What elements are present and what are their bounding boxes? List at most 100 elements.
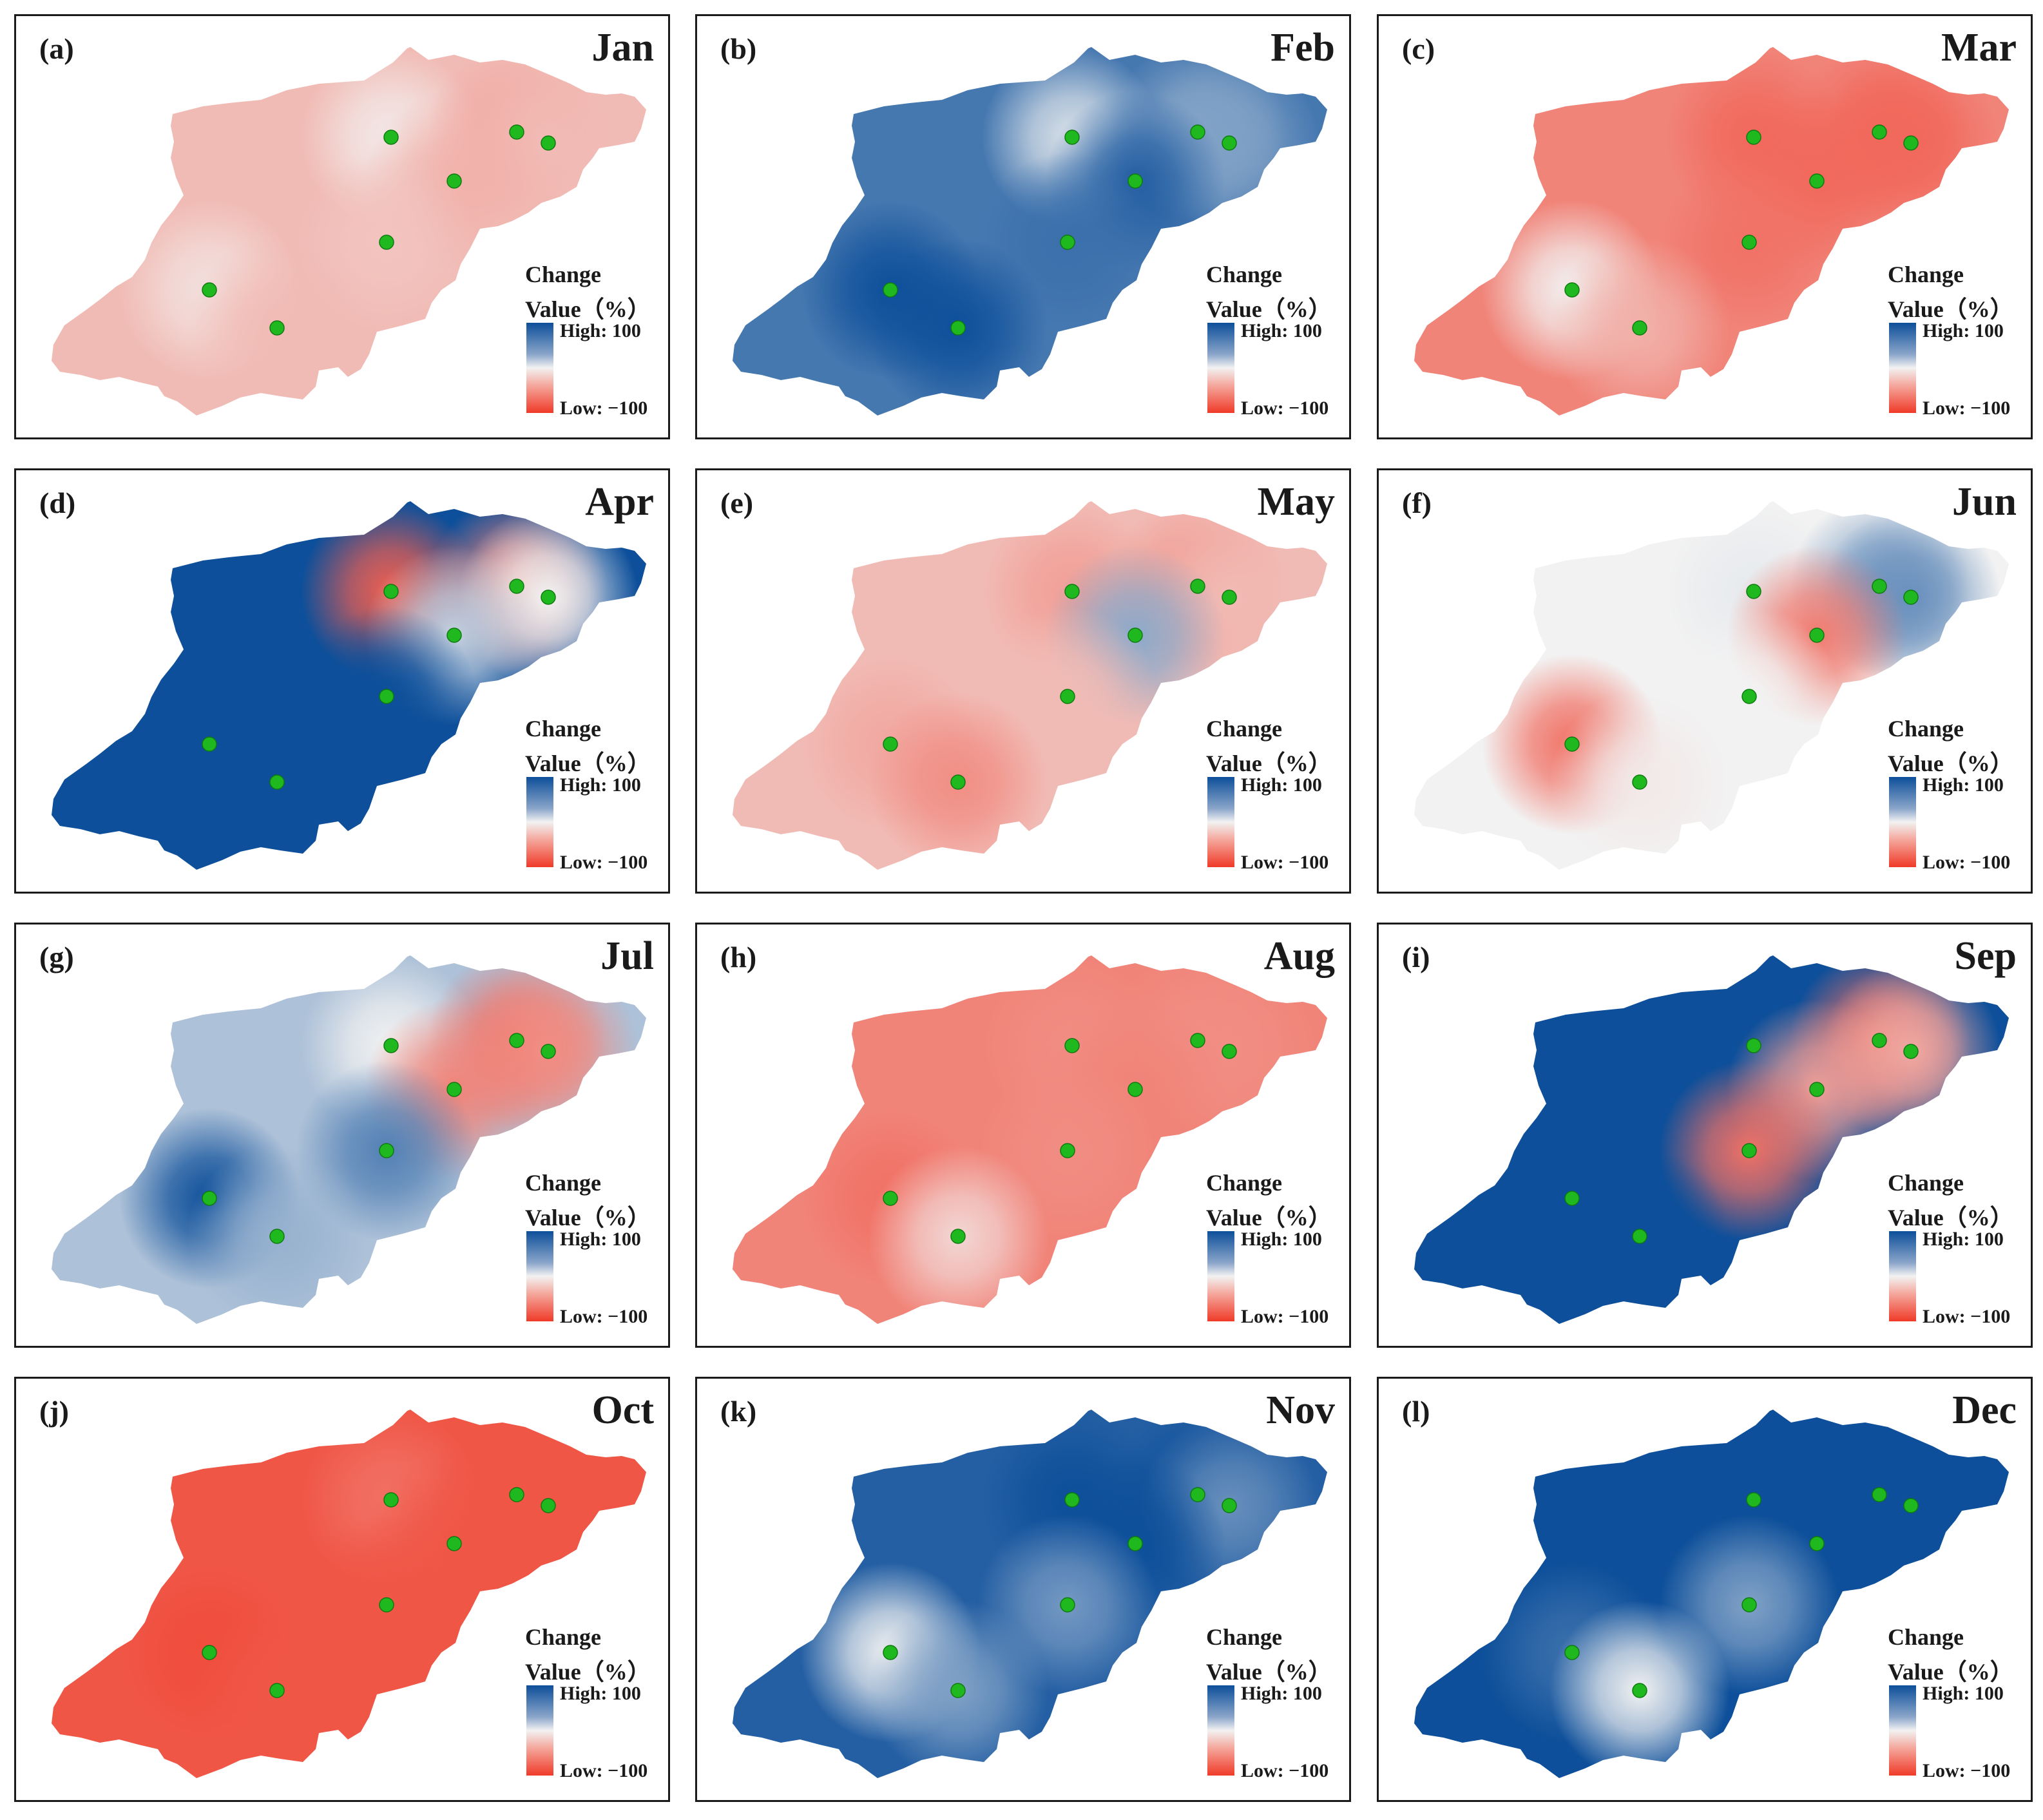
station-marker-3: [1903, 1498, 1919, 1513]
station-marker-7: [950, 1683, 966, 1698]
legend: Change Value（%） High: 100 Low: −100: [525, 1624, 668, 1791]
station-marker-5: [1060, 1143, 1075, 1158]
legend-high: High: 100: [560, 320, 641, 342]
legend-high-value: 100: [1292, 320, 1322, 341]
legend-title: Change: [525, 716, 602, 742]
legend-high: High: 100: [1241, 774, 1322, 796]
station-marker-1: [383, 1492, 399, 1508]
legend-low-label: Low:: [560, 1306, 603, 1327]
legend-high-value: 100: [1974, 320, 2004, 341]
region-map: [52, 955, 646, 1324]
legend-low-label: Low:: [1923, 1760, 1966, 1781]
station-marker-2: [1872, 1487, 1887, 1502]
station-marker-6: [202, 736, 217, 752]
station-marker-5: [379, 689, 394, 704]
station-marker-6: [1564, 1191, 1580, 1206]
station-marker-5: [379, 1597, 394, 1613]
station-marker-1: [1746, 584, 1761, 599]
map-panel-sep: (i) Sep Change Value（%） High: 100 Low: −…: [1377, 923, 2033, 1348]
legend-unit: Value（%）: [1206, 751, 1332, 776]
station-marker-5: [1741, 1143, 1757, 1158]
station-marker-1: [1064, 1492, 1080, 1508]
map-panel-mar: (c) Mar Change Value（%） High: 100 Low: −…: [1377, 14, 2033, 439]
legend-low-label: Low:: [1923, 852, 1966, 873]
legend-title: Change: [525, 262, 602, 287]
station-marker-3: [1222, 589, 1237, 605]
station-layer: [202, 1487, 556, 1698]
station-marker-4: [1809, 627, 1825, 643]
legend-title: Change: [1888, 716, 1964, 742]
map-panel-dec: (l) Dec Change Value（%） High: 100 Low: −…: [1377, 1377, 2033, 1802]
legend-high-label: High:: [1241, 320, 1289, 341]
month-title: Jul: [600, 934, 654, 978]
legend: Change Value（%） High: 100 Low: −100: [1888, 715, 2031, 883]
legend-title: Change: [1888, 262, 1964, 287]
station-marker-7: [269, 774, 285, 790]
legend-unit: Value（%）: [1206, 1205, 1332, 1231]
legend-colorbar: [526, 1231, 553, 1321]
legend-colorbar: [1889, 323, 1916, 413]
station-marker-2: [1872, 124, 1887, 140]
legend-low-label: Low:: [1241, 398, 1284, 419]
legend: Change Value（%） High: 100 Low: −100: [1888, 261, 2031, 428]
station-marker-7: [1632, 320, 1647, 336]
station-marker-7: [269, 1229, 285, 1244]
region-map: [1414, 47, 2009, 416]
legend-high-label: High:: [1923, 1229, 1970, 1250]
month-title: Nov: [1266, 1388, 1335, 1432]
month-title: Sep: [1954, 934, 2017, 978]
panel-label: (a): [39, 32, 74, 65]
month-title: Dec: [1952, 1388, 2017, 1432]
station-marker-3: [541, 1498, 556, 1513]
legend-high-value: 100: [1974, 774, 2004, 796]
legend-low-value: −100: [1289, 1760, 1329, 1781]
station-layer: [883, 579, 1237, 790]
legend-low-label: Low:: [1923, 1306, 1966, 1327]
panel-label: (l): [1402, 1395, 1430, 1428]
station-marker-1: [383, 584, 399, 599]
month-title: May: [1257, 480, 1335, 524]
station-marker-5: [379, 235, 394, 250]
legend-high-value: 100: [1292, 774, 1322, 796]
legend-low-value: −100: [608, 398, 648, 419]
station-marker-4: [1127, 173, 1143, 189]
legend-high-value: 100: [611, 320, 641, 341]
legend-low: Low: −100: [1923, 398, 2010, 419]
station-marker-5: [1741, 235, 1757, 250]
station-layer: [202, 124, 556, 336]
month-title: Apr: [585, 480, 654, 524]
region-map: [1414, 955, 2009, 1324]
station-marker-6: [1564, 1645, 1580, 1660]
station-marker-6: [1564, 282, 1580, 298]
legend-low: Low: −100: [1241, 852, 1328, 874]
map-panel-feb: (b) Feb Change Value（%） High: 100 Low: −…: [695, 14, 1351, 439]
legend-colorbar: [1889, 777, 1916, 867]
legend-title: Change: [1888, 1170, 1964, 1196]
legend-low: Low: −100: [1241, 1306, 1328, 1328]
panel-label: (k): [720, 1395, 757, 1428]
legend-title: Change: [525, 1624, 602, 1650]
legend-colorbar: [1889, 1231, 1916, 1321]
legend-high-value: 100: [611, 1683, 641, 1704]
legend: Change Value（%） High: 100 Low: −100: [1888, 1624, 2031, 1791]
legend-high: High: 100: [1923, 320, 2004, 342]
month-title: Oct: [591, 1388, 654, 1432]
region-map: [52, 1410, 646, 1778]
legend-low-label: Low:: [560, 398, 603, 419]
station-marker-2: [509, 124, 524, 140]
legend-high-label: High:: [560, 1683, 608, 1704]
legend-low-label: Low:: [560, 852, 603, 873]
station-marker-3: [1222, 1044, 1237, 1059]
station-marker-4: [446, 173, 462, 189]
legend-low-value: −100: [1970, 1306, 2011, 1327]
legend-high-label: High:: [1241, 774, 1289, 796]
map-panel-apr: (d) Apr Change Value（%） High: 100 Low: −…: [14, 468, 670, 894]
legend-colorbar: [526, 323, 553, 413]
region-map: [52, 501, 646, 870]
legend-colorbar: [526, 777, 553, 867]
legend-low-value: −100: [1289, 852, 1329, 873]
station-marker-4: [1809, 1082, 1825, 1097]
station-marker-1: [1064, 1038, 1080, 1053]
station-marker-5: [1741, 689, 1757, 704]
